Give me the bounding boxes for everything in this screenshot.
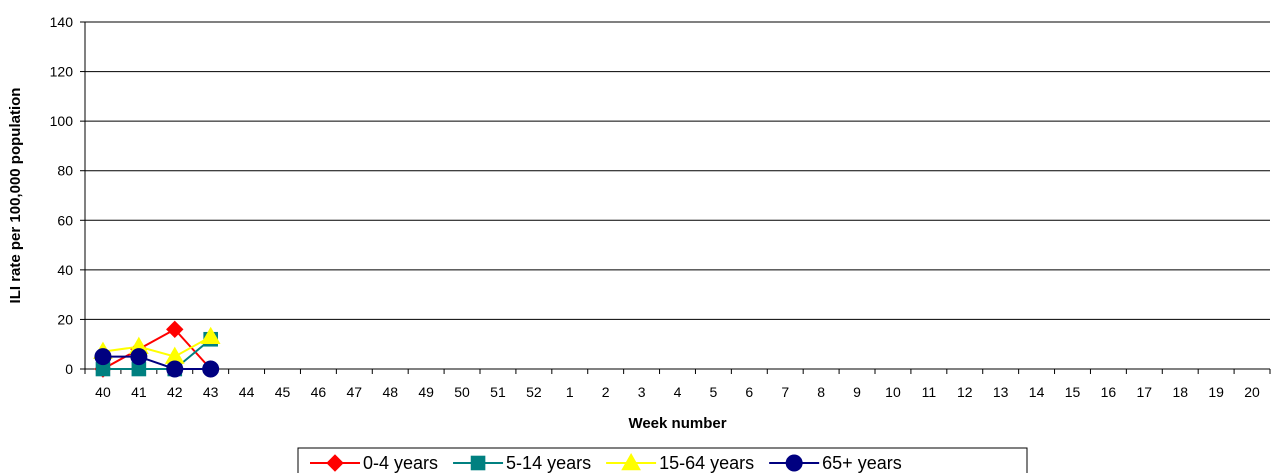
x-tick-label: 17 [1137, 384, 1153, 400]
x-tick-label: 13 [993, 384, 1009, 400]
axes [80, 21, 1271, 374]
circle-marker [130, 348, 148, 366]
circle-marker [166, 360, 184, 378]
x-tick-label: 45 [275, 384, 291, 400]
x-tick-label: 14 [1029, 384, 1045, 400]
y-tick-label: 80 [57, 163, 73, 179]
diamond-marker [326, 454, 344, 472]
x-tick-label: 10 [885, 384, 901, 400]
x-tick-label: 20 [1244, 384, 1260, 400]
gridlines [85, 21, 1270, 320]
diamond-marker [166, 320, 184, 339]
y-tick-label: 140 [50, 14, 74, 30]
legend-label: 5-14 years [506, 453, 591, 473]
x-tick-label: 18 [1172, 384, 1188, 400]
x-tick-label: 7 [781, 384, 789, 400]
triangle-marker [200, 326, 221, 345]
legend-label: 15-64 years [659, 453, 754, 473]
y-tick-label: 0 [65, 361, 73, 377]
x-tick-label: 3 [638, 384, 646, 400]
legend-label: 65+ years [822, 453, 902, 473]
x-tick-label: 1 [566, 384, 574, 400]
legend-item: 15-64 years [606, 452, 754, 473]
x-tick-label: 9 [853, 384, 861, 400]
circle-marker [202, 360, 220, 378]
x-tick-label: 15 [1065, 384, 1081, 400]
x-tick-label: 50 [454, 384, 470, 400]
series-3 [94, 348, 220, 378]
x-tick-label: 49 [418, 384, 434, 400]
x-axis-title: Week number [628, 415, 726, 432]
legend-box [297, 447, 1028, 473]
legend: 0-4 years 5-14 years 15-64 years 65+ years [297, 447, 1028, 473]
y-tick-label: 20 [57, 311, 73, 327]
x-tick-label: 12 [957, 384, 973, 400]
y-tick-label: 60 [57, 212, 73, 228]
legend-item: 65+ years [769, 453, 902, 473]
x-tick-label: 16 [1101, 384, 1117, 400]
x-tick-label: 42 [167, 384, 183, 400]
y-tick-labels: 0 20 40 60 80 100 120 140 [50, 14, 74, 377]
series-line [102, 328, 212, 370]
x-tick-label: 48 [382, 384, 398, 400]
series-line [102, 338, 212, 370]
x-tick-label: 40 [95, 384, 111, 400]
legend-label: 0-4 years [363, 453, 438, 473]
x-tick-label: 5 [710, 384, 718, 400]
x-tick-label: 4 [674, 384, 682, 400]
circle-marker [94, 348, 112, 366]
x-tick-label: 51 [490, 384, 506, 400]
y-tick-label: 40 [57, 262, 73, 278]
y-axis-title: ILI rate per 100,000 population [7, 88, 24, 304]
x-tick-label: 2 [602, 384, 610, 400]
x-tick-label: 47 [347, 384, 363, 400]
series-group [93, 320, 221, 378]
y-tick-label: 100 [50, 113, 74, 129]
x-tick-label: 11 [922, 384, 937, 400]
x-tick-labels: 40 41 42 43 44 45 46 47 48 49 50 51 52 1 2 3 4 5 6 7 8 9 10 11 1… [95, 384, 1260, 400]
x-tick-label: 19 [1208, 384, 1224, 400]
legend-item: 0-4 years [310, 453, 438, 473]
x-tick-label: 44 [239, 384, 255, 400]
legend-item: 5-14 years [453, 453, 591, 473]
circle-marker [785, 454, 803, 472]
square-marker [470, 455, 486, 471]
y-tick-label: 120 [50, 64, 74, 80]
x-tick-label: 8 [817, 384, 825, 400]
series-line [102, 355, 211, 370]
triangle-marker [621, 452, 641, 471]
x-tick-label: 52 [526, 384, 542, 400]
x-tick-label: 6 [745, 384, 753, 400]
x-tick-label: 43 [203, 384, 219, 400]
x-tick-label: 41 [131, 384, 147, 400]
series-line [102, 335, 212, 358]
x-tick-label: 46 [311, 384, 327, 400]
